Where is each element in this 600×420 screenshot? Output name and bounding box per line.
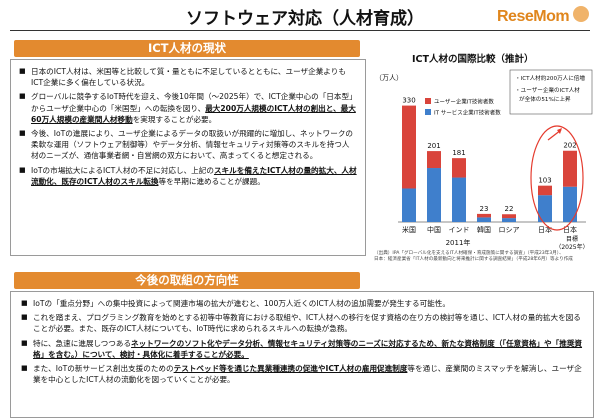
bullet-text: 日本のICT人材は、米国等と比較して質・量ともに不足しているとともに、ユーザ企業… — [31, 67, 346, 88]
bullet-item: IoTの市場拡大によるICT人材の不足に対応し、上記のスキルを備えたICT人材の… — [19, 165, 357, 187]
bullet-text: ネットワークのソフト化やデータ分析、情報セキュリティ対策等のニーズに対応するため… — [33, 338, 583, 359]
bullet-item: これを踏まえ、プログラミング教育を始めとする初等中等教育における取組や、ICT人… — [21, 312, 583, 334]
bullet-item: 日本のICT人材は、米国等と比較して質・量ともに不足しているとともに、ユーザ企業… — [19, 66, 357, 88]
section-heading-current: ICT人材の現状 — [14, 40, 360, 57]
page-title: ソフトウェア対応（人材育成） — [186, 9, 424, 29]
bullet-item: 特に、急速に進展しつつあるネットワークのソフト化やデータ分析、情報セキュリティ対… — [21, 338, 583, 360]
chart-title: ICT人材の国際比較（推計） — [412, 54, 534, 65]
direction-box: IoTの「重点分野」への集中投資によって関連市場の拡大が進むと、100万人近くの… — [10, 291, 594, 418]
bullet-text: IoTの「重点分野」への集中投資によって関連市場の拡大が進むと、100万人近くの… — [33, 299, 450, 308]
logo-text: ReseMom — [497, 8, 570, 25]
current-status-box: 日本のICT人材は、米国等と比較して質・量ともに不足しているとともに、ユーザ企業… — [10, 59, 366, 256]
bullet-item: また、IoTの新サービス創出支援のためのテストベッド等を通じた異業種連携の促進や… — [21, 363, 583, 385]
chart-panel — [370, 47, 594, 257]
bullet-item: グローバルに競争するIoT時代を迎え、今後10年間（～2025年）で、ICT企業… — [19, 91, 357, 125]
chart-source: （出典）IPA「グローバル化を支えるIT人材確保・育成施策に関する調査」（平成2… — [374, 251, 573, 262]
bullet-item: IoTの「重点分野」への集中投資によって関連市場の拡大が進むと、100万人近くの… — [21, 298, 583, 309]
bullet-text: これを踏まえ、プログラミング教育を始めとする初等中等教育における取組や、ICT人… — [33, 313, 581, 334]
bullet-text: 最大200万人規模のICT人材の創出と、最大60万人規模の産業間人材移動 — [31, 103, 356, 124]
bullet-text: スキルを備えたICT人材の量的拡大、人材流動化、既存のICT人材のスキル転換 — [31, 165, 357, 186]
bullet-text: また、IoTの新サービス創出支援のための — [33, 364, 174, 374]
bullet-text: 等を通じ、産業間のミスマッチを解消し、ユーザ企業を中心としたICT人材の流動化を… — [33, 364, 582, 385]
logo-mark-icon — [573, 6, 589, 22]
bullet-text: IoTの市場拡大によるICT人材の不足に対応し、上記の — [31, 165, 214, 175]
bullet-text: グローバルに競争するIoT時代を迎え、今後10年間（～2025年）で、ICT企業… — [31, 92, 357, 113]
bullet-text: 今後、IoTの進展により、ユーザ企業によるデータの取扱いが飛躍的に増加し、ネット… — [31, 129, 354, 161]
resemom-logo: ReseMom — [497, 6, 591, 28]
bullet-text: を実現することが必要。 — [132, 114, 217, 124]
bullet-item: 今後、IoTの進展により、ユーザ企業によるデータの取扱いが飛躍的に増加し、ネット… — [19, 128, 357, 162]
bullet-text: テストベッド等を通じた異業種連携の促進やICT人材の雇用促進制度 — [173, 364, 408, 374]
bullet-text: 等を早期に進めることが課題。 — [158, 176, 265, 186]
section-heading-direction: 今後の取組の方向性 — [14, 272, 360, 289]
title-bar: ソフトウェア対応（人材育成） ReseMom — [0, 0, 600, 34]
direction-list: IoTの「重点分野」への集中投資によって関連市場の拡大が進むと、100万人近くの… — [11, 292, 593, 385]
title-divider — [10, 30, 590, 31]
current-status-list: 日本のICT人材は、米国等と比較して質・量ともに不足しているとともに、ユーザ企業… — [11, 60, 365, 187]
bullet-text: 特に、急速に進展しつつある — [33, 338, 132, 348]
